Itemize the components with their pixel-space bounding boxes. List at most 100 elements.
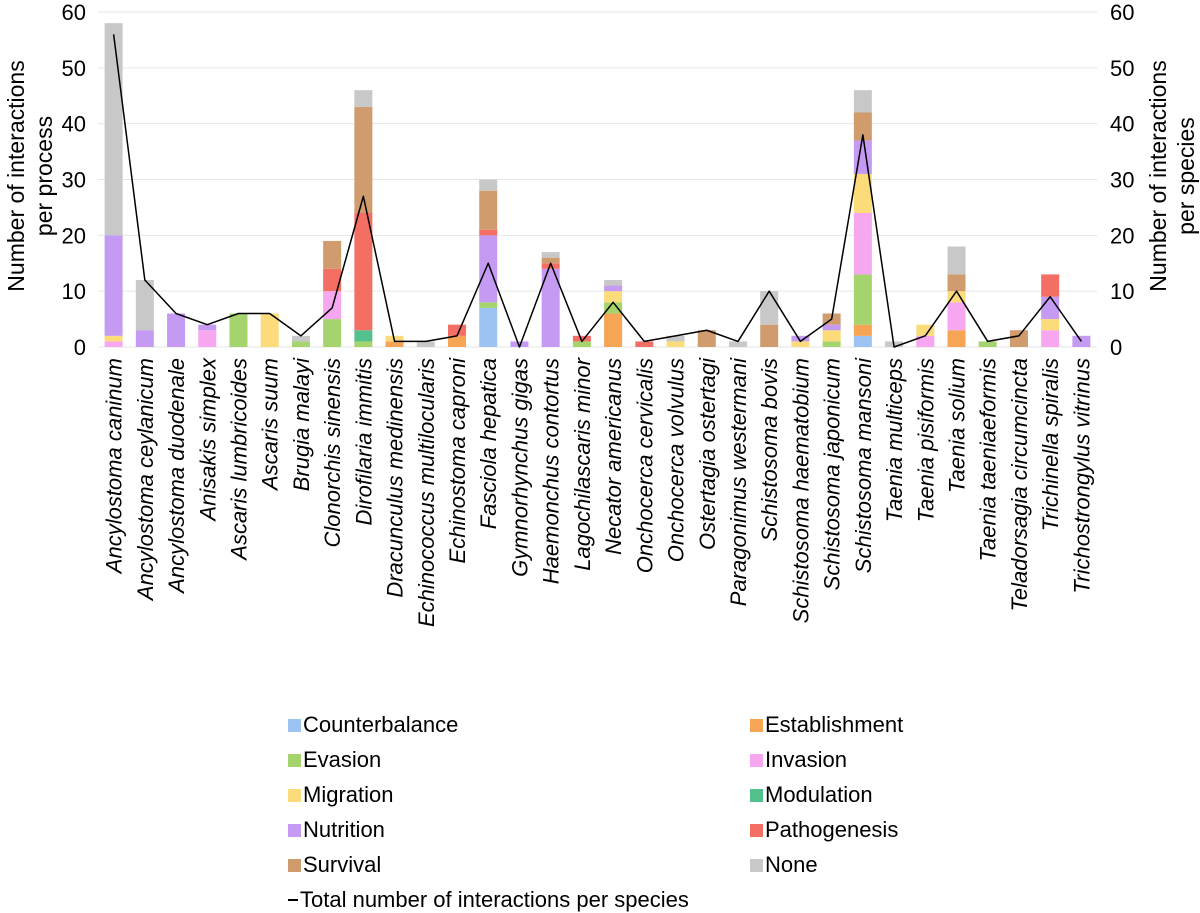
bar-segment-evasion-7 bbox=[323, 319, 342, 347]
legend-swatch bbox=[288, 823, 301, 837]
category-label-2: Ancylostoma duodenale bbox=[164, 358, 189, 595]
category-label-4: Ascaris lumbricoides bbox=[226, 358, 251, 562]
legend-swatch bbox=[750, 788, 763, 802]
bar-segment-establishment-27 bbox=[947, 330, 966, 347]
legend-item-survival: Survival bbox=[288, 852, 381, 878]
bar-segment-evasion-8 bbox=[354, 341, 373, 347]
bar-segment-none-6 bbox=[291, 335, 310, 342]
legend-line-marker bbox=[288, 899, 298, 901]
bar-segment-survival-19 bbox=[697, 330, 716, 347]
right-y-axis-ticks: 0 10 20 30 40 50 60 bbox=[1110, 0, 1134, 360]
category-label-17: Onchocerca cervicalis bbox=[632, 358, 657, 573]
left-tick-label-20: 20 bbox=[62, 223, 86, 248]
bar-segment-counterbalance-24 bbox=[853, 335, 872, 347]
bar-segment-migration-22 bbox=[791, 341, 810, 347]
bar-segment-counterbalance-12 bbox=[479, 307, 498, 347]
bar-segment-pathogenesis-14 bbox=[541, 263, 560, 269]
category-label-18: Onchocerca volvulus bbox=[664, 358, 689, 562]
legend-swatch bbox=[288, 788, 301, 802]
bar-segment-migration-0 bbox=[104, 335, 123, 342]
category-label-30: Trichinella spiralis bbox=[1038, 358, 1063, 531]
bar-segment-none-18 bbox=[666, 335, 685, 342]
bar-segment-none-0 bbox=[104, 23, 123, 236]
bar-segment-nutrition-13 bbox=[510, 341, 529, 347]
legend-item-pathogenesis: Pathogenesis bbox=[750, 817, 898, 843]
bar-segment-nutrition-23 bbox=[822, 324, 841, 331]
bar-segment-nutrition-14 bbox=[541, 268, 560, 347]
left-axis-title-line-2: per process bbox=[31, 116, 57, 236]
legend-swatch bbox=[288, 753, 301, 767]
bar-segment-survival-7 bbox=[323, 240, 342, 269]
legend-swatch bbox=[288, 858, 301, 872]
category-label-0: Ancylostoma caninum bbox=[102, 358, 127, 575]
left-tick-label-0: 0 bbox=[74, 335, 86, 360]
legend-label: Evasion bbox=[303, 747, 382, 772]
right-axis-title-line-1: Number of interactions bbox=[1145, 60, 1171, 291]
bar-segment-migration-24 bbox=[853, 173, 872, 213]
category-label-26: Taenia pisiformis bbox=[913, 358, 938, 522]
category-label-28: Taenia taeniaeformis bbox=[976, 358, 1001, 561]
bar-segment-invasion-24 bbox=[853, 213, 872, 275]
category-label-20: Paragonimus westermani bbox=[726, 357, 751, 606]
category-label-16: Necator americanus bbox=[601, 358, 626, 555]
left-y-axis-ticks: 0 10 20 30 40 50 60 bbox=[62, 0, 86, 360]
category-label-13: Gymnorhynchus gigas bbox=[507, 358, 532, 577]
bar-segment-evasion-12 bbox=[479, 302, 498, 308]
total-line bbox=[112, 34, 1083, 348]
bar-segment-none-1 bbox=[135, 280, 154, 331]
bar-segment-none-12 bbox=[479, 179, 498, 191]
category-label-11: Echinostoma caproni bbox=[445, 357, 470, 564]
bar-segment-evasion-15 bbox=[572, 341, 591, 347]
legend-swatch bbox=[750, 718, 763, 732]
legend-item-none: None bbox=[750, 852, 818, 878]
legend-item-modulation: Modulation bbox=[750, 782, 873, 808]
bar-segment-nutrition-0 bbox=[104, 235, 123, 336]
legend-label: Establishment bbox=[765, 712, 904, 737]
bar-segment-migration-16 bbox=[604, 291, 623, 303]
legend-item-establishment: Establishment bbox=[750, 712, 903, 738]
category-label-6: Brugia malayi bbox=[289, 357, 314, 491]
category-label-21: Schistosoma bovis bbox=[757, 358, 782, 541]
legend-item-evasion: Evasion bbox=[288, 747, 381, 773]
legend-label: None bbox=[765, 852, 818, 877]
right-tick-label-50: 50 bbox=[1110, 56, 1134, 81]
bar-segment-none-10 bbox=[416, 341, 435, 347]
category-label-31: Trichostrongylus vitrinus bbox=[1069, 358, 1094, 594]
legend-swatch bbox=[750, 753, 763, 767]
bar-segment-pathogenesis-30 bbox=[1041, 274, 1060, 297]
bar-segment-nutrition-3 bbox=[198, 324, 217, 331]
bar-segment-none-21 bbox=[760, 291, 779, 325]
bar-segment-none-27 bbox=[947, 246, 966, 275]
legend-item-migration: Migration bbox=[288, 782, 393, 808]
bar-segment-none-14 bbox=[541, 252, 560, 258]
bar-segment-nutrition-2 bbox=[167, 313, 186, 347]
bar-segment-evasion-4 bbox=[229, 313, 248, 347]
category-label-7: Clonorchis sinensis bbox=[320, 358, 345, 548]
category-label-1: Ancylostoma ceylanicum bbox=[133, 358, 158, 602]
legend-item-invasion: Invasion bbox=[750, 747, 847, 773]
category-label-22: Schistosoma haematobium bbox=[788, 358, 813, 623]
bar-segment-none-16 bbox=[604, 280, 623, 286]
category-label-15: Lagochilascaris minor bbox=[570, 356, 595, 570]
bar-segment-invasion-3 bbox=[198, 330, 217, 347]
bar-segment-survival-21 bbox=[760, 324, 779, 347]
bar-segment-survival-8 bbox=[354, 106, 373, 213]
bar-segment-survival-14 bbox=[541, 257, 560, 264]
bar-segment-pathogenesis-12 bbox=[479, 229, 498, 236]
bar-segment-none-20 bbox=[728, 341, 747, 347]
left-tick-label-50: 50 bbox=[62, 56, 86, 81]
bar-segment-migration-26 bbox=[916, 324, 935, 336]
category-label-23: Schistosoma japonicum bbox=[820, 358, 845, 590]
legend-label: Invasion bbox=[765, 747, 847, 772]
right-tick-label-40: 40 bbox=[1110, 112, 1134, 137]
legend-label: Nutrition bbox=[303, 817, 385, 842]
legend-swatch bbox=[750, 823, 763, 837]
bar-segment-establishment-24 bbox=[853, 324, 872, 336]
legend-item-nutrition: Nutrition bbox=[288, 817, 385, 843]
left-tick-label-30: 30 bbox=[62, 168, 86, 193]
category-label-14: Haemonchus contortus bbox=[539, 358, 564, 584]
gridlines bbox=[98, 11, 1097, 348]
left-axis-title-line-1: Number of interactions bbox=[3, 60, 29, 291]
category-label-24: Schistosoma mansoni bbox=[851, 357, 876, 573]
